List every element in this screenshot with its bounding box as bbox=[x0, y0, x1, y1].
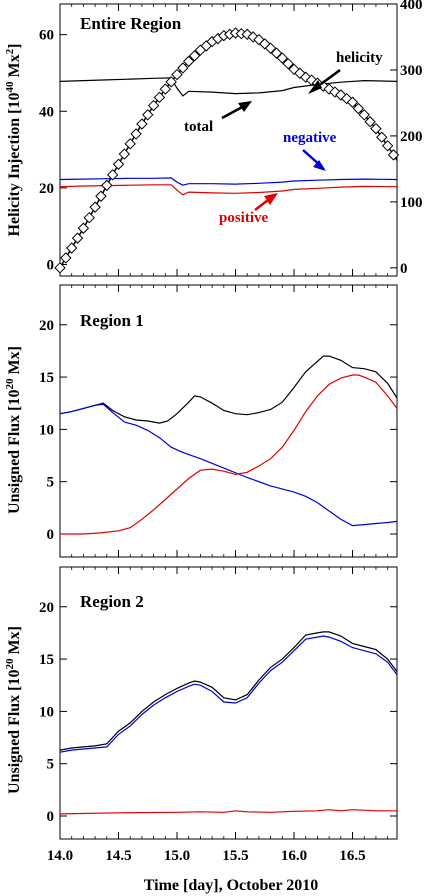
panel-3-ylabel: Unsigned Flux [1020 Mx] bbox=[4, 626, 23, 794]
helicity-marker bbox=[282, 57, 294, 70]
x-tick-label: 16.5 bbox=[339, 848, 365, 864]
y-tick-label: 15 bbox=[39, 370, 54, 386]
arrowhead-total bbox=[238, 101, 252, 112]
x-tick-label: 14.0 bbox=[47, 848, 73, 864]
helicity-marker bbox=[101, 179, 113, 192]
arrowhead-negative bbox=[313, 160, 326, 171]
panel-1-title: Entire Region bbox=[80, 14, 182, 33]
arrowhead-helicity bbox=[308, 80, 322, 94]
helicity-marker bbox=[147, 99, 160, 112]
panel-3-frame bbox=[59, 566, 398, 840]
series-line-negative bbox=[59, 635, 398, 753]
series-line-total bbox=[59, 355, 398, 424]
y2-tick-label: 300 bbox=[400, 63, 423, 79]
helicity-marker bbox=[153, 91, 166, 104]
panel-region-1: 0 5 10 15 20 Region 1 Unsigned Flux [1020 Mx… bbox=[4, 284, 398, 558]
helicity-marker bbox=[264, 42, 277, 54]
panel-2-ylabel: Unsigned Flux [1020 Mx] bbox=[4, 346, 23, 514]
x-axis-label: Time [day], October 2010 bbox=[144, 877, 319, 894]
y-tick-label: 10 bbox=[39, 704, 54, 720]
series-line-negative bbox=[59, 403, 398, 527]
series-line-negative bbox=[59, 177, 398, 186]
panel-1-frame bbox=[59, 3, 398, 277]
panel-region-2: 0 5 10 15 20 Region 2 Unsigned Flux [1020 Mx… bbox=[4, 566, 398, 840]
y-tick-label: 0 bbox=[47, 809, 55, 825]
helicity-marker bbox=[65, 242, 78, 254]
y-tick-label: 15 bbox=[39, 652, 54, 668]
y-tick-label: 20 bbox=[39, 181, 54, 197]
arrowhead-positive bbox=[264, 193, 278, 205]
helicity-marker bbox=[352, 102, 365, 115]
helicity-marker bbox=[358, 109, 370, 121]
annotation-total: total bbox=[184, 119, 213, 135]
series-line-positive bbox=[59, 809, 397, 815]
x-tick-label: 16.0 bbox=[281, 848, 307, 864]
helicity-marker bbox=[124, 138, 136, 150]
y-tick-label: 10 bbox=[39, 422, 54, 438]
helicity-marker bbox=[142, 109, 154, 121]
y-tick-label: 20 bbox=[39, 318, 54, 334]
panel-3-axes: 0 5 10 15 20 bbox=[39, 567, 397, 839]
helicity-marker bbox=[159, 83, 172, 95]
helicity-marker bbox=[270, 47, 283, 59]
y-tick-label: 5 bbox=[47, 475, 55, 491]
helicity-marker bbox=[83, 211, 95, 224]
y2-tick-label: 200 bbox=[400, 129, 423, 145]
panel-3-series bbox=[59, 631, 398, 815]
panel-2-series bbox=[59, 355, 398, 535]
y-tick-label: 5 bbox=[47, 757, 55, 773]
helicity-marker bbox=[381, 140, 394, 152]
helicity-marker bbox=[387, 149, 400, 161]
panel-2-title: Region 1 bbox=[80, 311, 144, 330]
helicity-marker bbox=[370, 122, 382, 135]
y-tick-label: 20 bbox=[39, 600, 54, 616]
series-line-total bbox=[59, 631, 398, 751]
helicity-marker bbox=[60, 252, 72, 264]
panel-1-series bbox=[54, 27, 400, 274]
y-tick-label: 40 bbox=[39, 104, 54, 120]
helicity-marker bbox=[276, 52, 289, 64]
y2-tick-label: 100 bbox=[400, 195, 423, 211]
helicity-marker bbox=[188, 50, 201, 62]
y-tick-label: 0 bbox=[47, 258, 55, 274]
helicity-marker bbox=[136, 118, 148, 130]
helicity-marker bbox=[130, 128, 142, 140]
helicity-marker bbox=[346, 96, 359, 108]
helicity-marker bbox=[177, 62, 189, 74]
helicity-marker bbox=[89, 201, 101, 213]
series-line-positive bbox=[59, 184, 398, 196]
y-tick-label: 0 bbox=[47, 527, 55, 543]
helicity-marker bbox=[376, 131, 388, 143]
annotation-negative: negative bbox=[283, 130, 337, 146]
helicity-marker bbox=[106, 169, 119, 181]
helicity-marker bbox=[71, 232, 84, 244]
helicity-marker bbox=[112, 158, 125, 170]
annotation-positive: positive bbox=[219, 210, 269, 226]
panel-1-axes: 0 20 40 60 0 100 200 300 400 bbox=[39, 0, 423, 277]
x-tick-label: 15.5 bbox=[222, 848, 248, 864]
panel-2-frame bbox=[59, 284, 398, 558]
panel-2-axes: 0 5 10 15 20 bbox=[39, 285, 397, 557]
y2-tick-label: 400 bbox=[400, 0, 423, 13]
x-tick-label: 15.0 bbox=[164, 848, 190, 864]
helicity-marker bbox=[118, 148, 131, 160]
helicity-marker bbox=[165, 76, 177, 88]
y2-tick-label: 0 bbox=[400, 261, 408, 277]
helicity-marker bbox=[364, 116, 376, 128]
helicity-marker bbox=[95, 190, 107, 202]
x-tick-label: 14.5 bbox=[105, 848, 131, 864]
helicity-marker bbox=[54, 262, 66, 274]
series-line-positive bbox=[60, 374, 398, 535]
panel-3-title: Region 2 bbox=[80, 592, 144, 611]
helicity-marker bbox=[171, 68, 183, 81]
panel-entire-region: 0 20 40 60 0 100 200 300 400 Entire Region Helic… bbox=[4, 0, 423, 277]
y-tick-label: 60 bbox=[39, 28, 54, 44]
x-tick-labels: 14.0 14.5 15.0 15.5 16.0 16.5 bbox=[47, 848, 366, 864]
panel-1-ylabel: Helicity Injection [1040 Mx2] bbox=[4, 44, 23, 237]
annotation-helicity: helicity bbox=[336, 50, 383, 66]
helicity-marker bbox=[77, 222, 90, 234]
helicity-marker bbox=[183, 55, 195, 68]
series-line-helicity bbox=[59, 32, 398, 269]
